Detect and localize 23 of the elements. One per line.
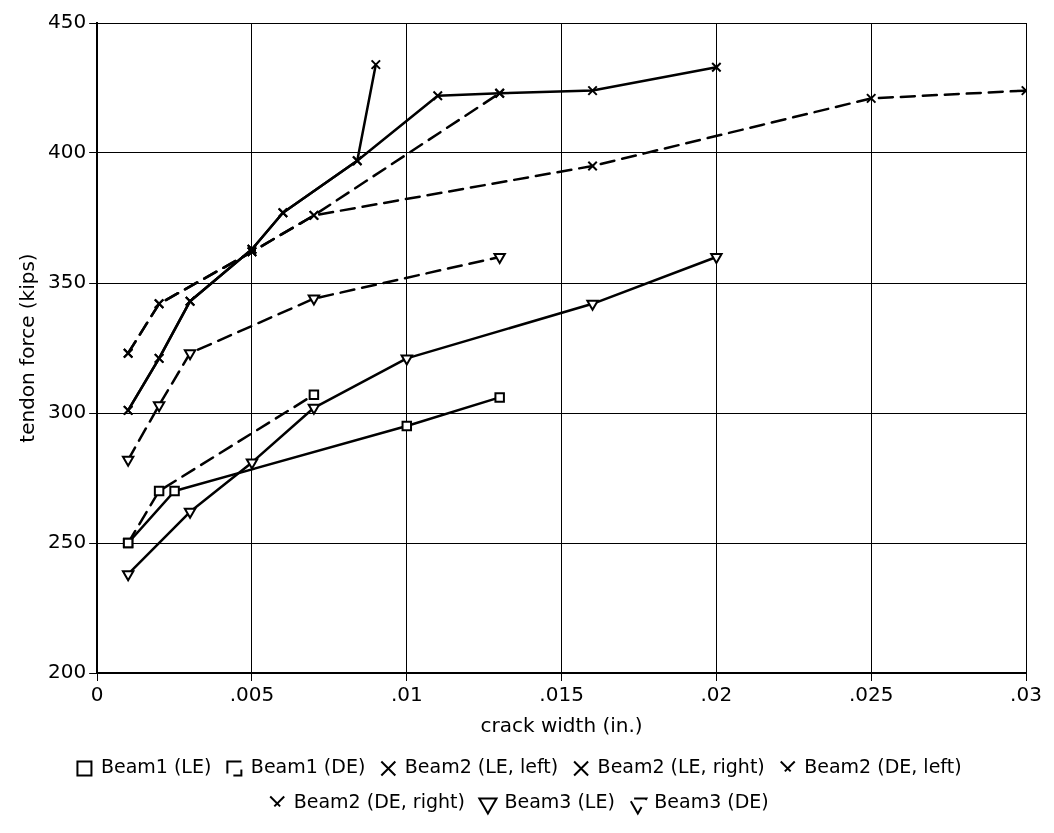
y-tick-label: 300 <box>47 399 87 424</box>
legend-label: Beam3 (DE) <box>654 790 769 813</box>
x-tick-label: 0 <box>90 682 104 707</box>
y-tick-label: 350 <box>47 269 87 294</box>
x-tick-label: .005 <box>229 682 275 707</box>
x-tick-label: .03 <box>1010 682 1042 707</box>
legend-label: Beam1 (DE) <box>250 755 366 778</box>
legend-label: Beam2 (DE, left) <box>804 755 962 778</box>
legend-label: Beam1 (LE) <box>100 755 212 778</box>
y-tick-label: 250 <box>47 529 87 554</box>
y-tick-label: 450 <box>47 9 87 34</box>
legend-label: Beam2 (LE, right) <box>597 755 765 778</box>
y-tick-label: 200 <box>47 659 87 684</box>
y-tick-label: 400 <box>47 139 87 164</box>
legend-label: Beam2 (DE, right) <box>293 790 465 813</box>
x-axis-title: crack width (in.) <box>480 713 643 738</box>
legend-label: Beam2 (LE, left) <box>404 755 559 778</box>
x-tick-label: .01 <box>390 682 423 707</box>
x-tick-label: .015 <box>539 682 584 707</box>
y-axis-title: tendon force (kips) <box>15 253 40 443</box>
legend-label: Beam3 (LE) <box>504 790 615 813</box>
x-tick-label: .025 <box>848 682 894 707</box>
x-tick-label: .02 <box>700 682 733 707</box>
